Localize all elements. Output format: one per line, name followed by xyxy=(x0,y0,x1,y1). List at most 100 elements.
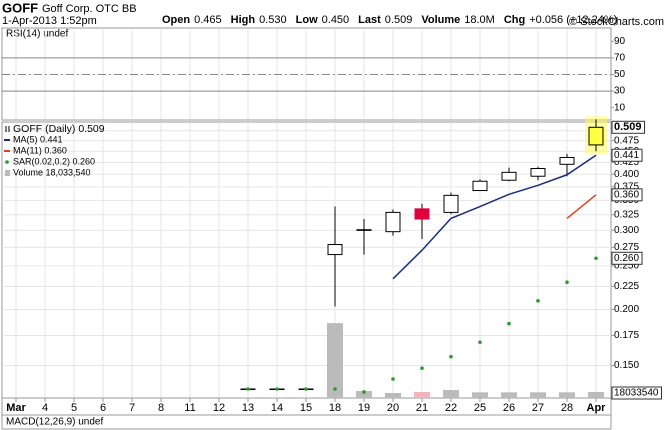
last-value: 0.360 xyxy=(611,188,643,202)
y-tick-label: 0.475 xyxy=(614,135,639,146)
sar-dot xyxy=(536,299,540,303)
volume-bar xyxy=(298,397,314,398)
sar-dot xyxy=(275,387,279,391)
last-value-box xyxy=(611,251,643,265)
legend-icon xyxy=(5,170,10,176)
volume-bar xyxy=(356,391,372,398)
x-tick-label: 26 xyxy=(503,402,515,414)
volume-bar xyxy=(443,390,459,398)
candle-body xyxy=(559,156,575,165)
y-tick-label: 0.200 xyxy=(614,304,639,315)
x-tick-label: Apr xyxy=(587,402,607,414)
legend-label: MA(11) 0.360 xyxy=(13,145,67,155)
y-tick-label: 0.300 xyxy=(614,225,639,236)
x-tick-label: 21 xyxy=(416,402,428,414)
volume-bar xyxy=(240,397,256,398)
legend-label: MA(5) 0.441 xyxy=(13,134,63,144)
y-tick-label: 30 xyxy=(614,86,626,97)
x-tick-label: 14 xyxy=(271,402,283,414)
x-tick-label: 6 xyxy=(100,402,106,414)
x-tick-label: 5 xyxy=(71,402,77,414)
company: Goff Corp. OTC BB xyxy=(42,3,137,15)
quote-label: High xyxy=(231,14,256,26)
y-tick-label: 10 xyxy=(614,102,626,113)
volume-bar xyxy=(472,392,488,398)
candle-body xyxy=(588,126,604,146)
sar-dot xyxy=(420,366,424,370)
x-tick-label: 4 xyxy=(42,402,48,414)
x-tick-label: 11 xyxy=(184,402,195,414)
x-tick-label: 7 xyxy=(129,402,135,414)
legend-icon xyxy=(5,126,10,132)
last-value-label: 0.441 xyxy=(614,150,639,161)
candle-body xyxy=(414,208,430,220)
candle-body xyxy=(327,244,343,256)
candle-body xyxy=(443,194,459,213)
legend-icon xyxy=(5,160,9,164)
x-tick-label: 28 xyxy=(561,402,573,414)
last-value-box xyxy=(611,386,662,400)
timestamp: 1-Apr-2013 1:52pm xyxy=(2,15,97,27)
last-value-label: 18033540 xyxy=(614,388,659,399)
volume-bar xyxy=(414,392,430,398)
candle-body xyxy=(385,211,401,233)
candle-body xyxy=(530,168,546,177)
legend-label: SAR(0.02,0.2) 0.260 xyxy=(13,156,95,166)
y-tick-label: 0.375 xyxy=(614,182,639,193)
y-tick-label: 90 xyxy=(614,36,626,47)
quote-label: Open xyxy=(162,14,190,26)
y-tick-label: 0.425 xyxy=(614,157,639,168)
x-tick-label: 20 xyxy=(387,402,399,414)
volume-bar xyxy=(530,392,546,398)
candle-body xyxy=(472,180,488,192)
quote-value: 0.530 xyxy=(259,14,287,26)
volume-bar xyxy=(559,392,575,398)
y-tick-label: 0.325 xyxy=(614,209,639,220)
sar-dot xyxy=(449,354,453,359)
last-value-label: 0.509 xyxy=(614,121,642,133)
sar-dot xyxy=(594,256,598,261)
indicator-line xyxy=(566,194,597,219)
quote-label: Volume xyxy=(421,14,460,26)
quote-value: 0.509 xyxy=(385,14,413,26)
quote-value: 0.465 xyxy=(194,14,222,26)
volume-bar xyxy=(269,397,285,398)
macd-title: MACD(12,26,9) undef xyxy=(6,417,103,428)
y-tick-label: 0.250 xyxy=(614,261,639,272)
x-tick-label: 12 xyxy=(213,402,225,414)
last-value: 18033540 xyxy=(611,386,662,400)
last-value-box xyxy=(611,148,643,162)
sar-dot xyxy=(478,340,482,345)
x-tick-label: 18 xyxy=(329,402,341,414)
indicator-line xyxy=(392,154,597,280)
rsi-title: RSI(14) undef xyxy=(6,29,68,40)
x-tick-label: 13 xyxy=(242,402,254,414)
last-value-label: 0.360 xyxy=(614,189,639,200)
last-value: 0.441 xyxy=(611,148,643,162)
x-tick-label: 27 xyxy=(532,402,544,414)
sar-dot xyxy=(333,387,337,391)
x-tick-label: 15 xyxy=(300,402,312,414)
y-tick-label: 0.225 xyxy=(614,281,639,292)
last-value: 0.509 xyxy=(611,120,646,134)
quote-value: 0.450 xyxy=(322,14,350,26)
y-tick-label: 0.275 xyxy=(614,242,639,253)
sar-dot xyxy=(565,280,569,284)
header: GOFF Goff Corp. OTC BB 1-Apr-2013 1:52pm… xyxy=(2,0,664,27)
legend-label: Volume 18,033,540 xyxy=(13,167,91,177)
y-tick-label: 0.175 xyxy=(614,330,639,341)
y-tick-label: 50 xyxy=(614,69,626,80)
macd-frame xyxy=(1,414,612,430)
sar-dot xyxy=(304,387,308,391)
sar-dot xyxy=(507,321,511,326)
y-tick-label: 70 xyxy=(614,53,626,64)
last-value-box xyxy=(611,188,643,202)
volume-bar xyxy=(588,391,604,398)
last-value-box xyxy=(611,120,646,134)
y-tick-label: 0.400 xyxy=(614,169,639,180)
quote-label: Chg xyxy=(504,14,525,26)
x-tick-label: 25 xyxy=(474,402,486,414)
volume-bar xyxy=(501,392,517,398)
sar-dot xyxy=(362,390,366,394)
